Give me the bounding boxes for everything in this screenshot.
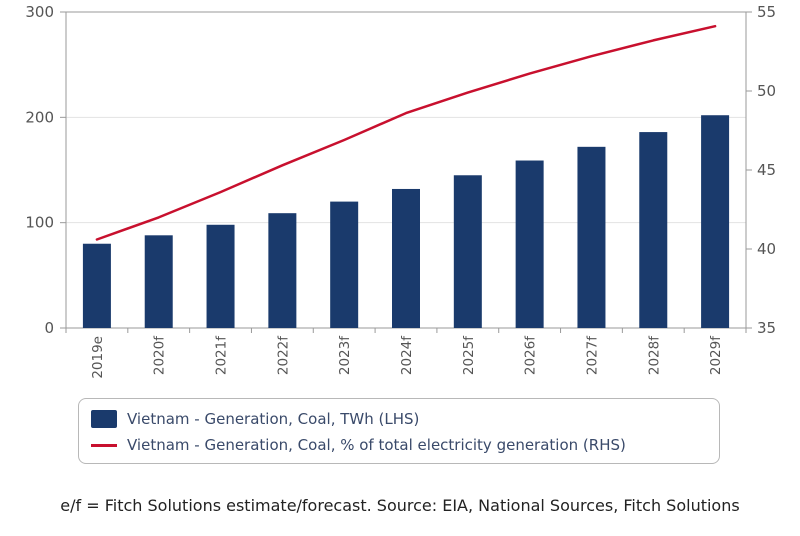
x-tick-label: 2025f [461,335,477,375]
x-tick-label: 2022f [275,335,291,375]
left-tick-label: 300 [25,3,54,21]
bar [577,146,606,328]
x-tick-label: 2024f [399,335,415,375]
left-axis: 0 100 200 300 [25,3,66,337]
bar [701,115,730,328]
left-tick-label: 100 [25,214,54,232]
bar [144,235,173,328]
bar [268,213,297,328]
x-tick-label: 2020f [152,335,168,375]
x-tick-label: 2028f [646,335,662,375]
x-axis: 2019e 2020f 2021f 2022f 2023f 2024f 2025f 2026f… [65,328,747,379]
right-tick-label: 35 [757,319,776,337]
bar [515,160,544,328]
bar [82,243,111,328]
legend-item-line[interactable]: Vietnam - Generation, Coal, % of total e… [91,434,626,456]
right-tick-label: 50 [757,82,776,100]
x-tick-label: 2029f [708,335,724,375]
bar-series [82,115,730,328]
legend-swatch-bar [91,410,117,428]
right-tick-label: 45 [757,161,776,179]
x-tick-label: 2021f [214,335,230,375]
x-tick-label: 2019e [90,336,106,379]
chart-canvas: 0 100 200 300 35 40 45 50 55 2019e 2020f 2021f 202… [25,3,776,379]
legend: Vietnam - Generation, Coal, TWh (LHS) Vi… [78,398,720,464]
x-tick-label: 2027f [584,335,600,375]
legend-label-bar: Vietnam - Generation, Coal, TWh (LHS) [127,410,420,428]
left-tick-label: 0 [44,319,54,337]
bar [330,201,359,328]
bar [206,224,235,328]
legend-label-line: Vietnam - Generation, Coal, % of total e… [127,436,626,454]
line-series [95,24,717,241]
bar [639,132,668,328]
x-tick-label: 2023f [337,335,353,375]
legend-item-bar[interactable]: Vietnam - Generation, Coal, TWh (LHS) [91,408,419,430]
left-tick-label: 200 [25,108,54,126]
right-tick-label: 55 [757,3,776,21]
right-axis: 35 40 45 50 55 [746,3,776,337]
x-tick-label: 2026f [523,335,539,375]
legend-swatch-line [91,443,117,447]
bar [453,175,482,328]
source-footnote: e/f = Fitch Solutions estimate/forecast.… [60,496,740,515]
bar [392,188,420,328]
right-tick-label: 40 [757,240,776,258]
